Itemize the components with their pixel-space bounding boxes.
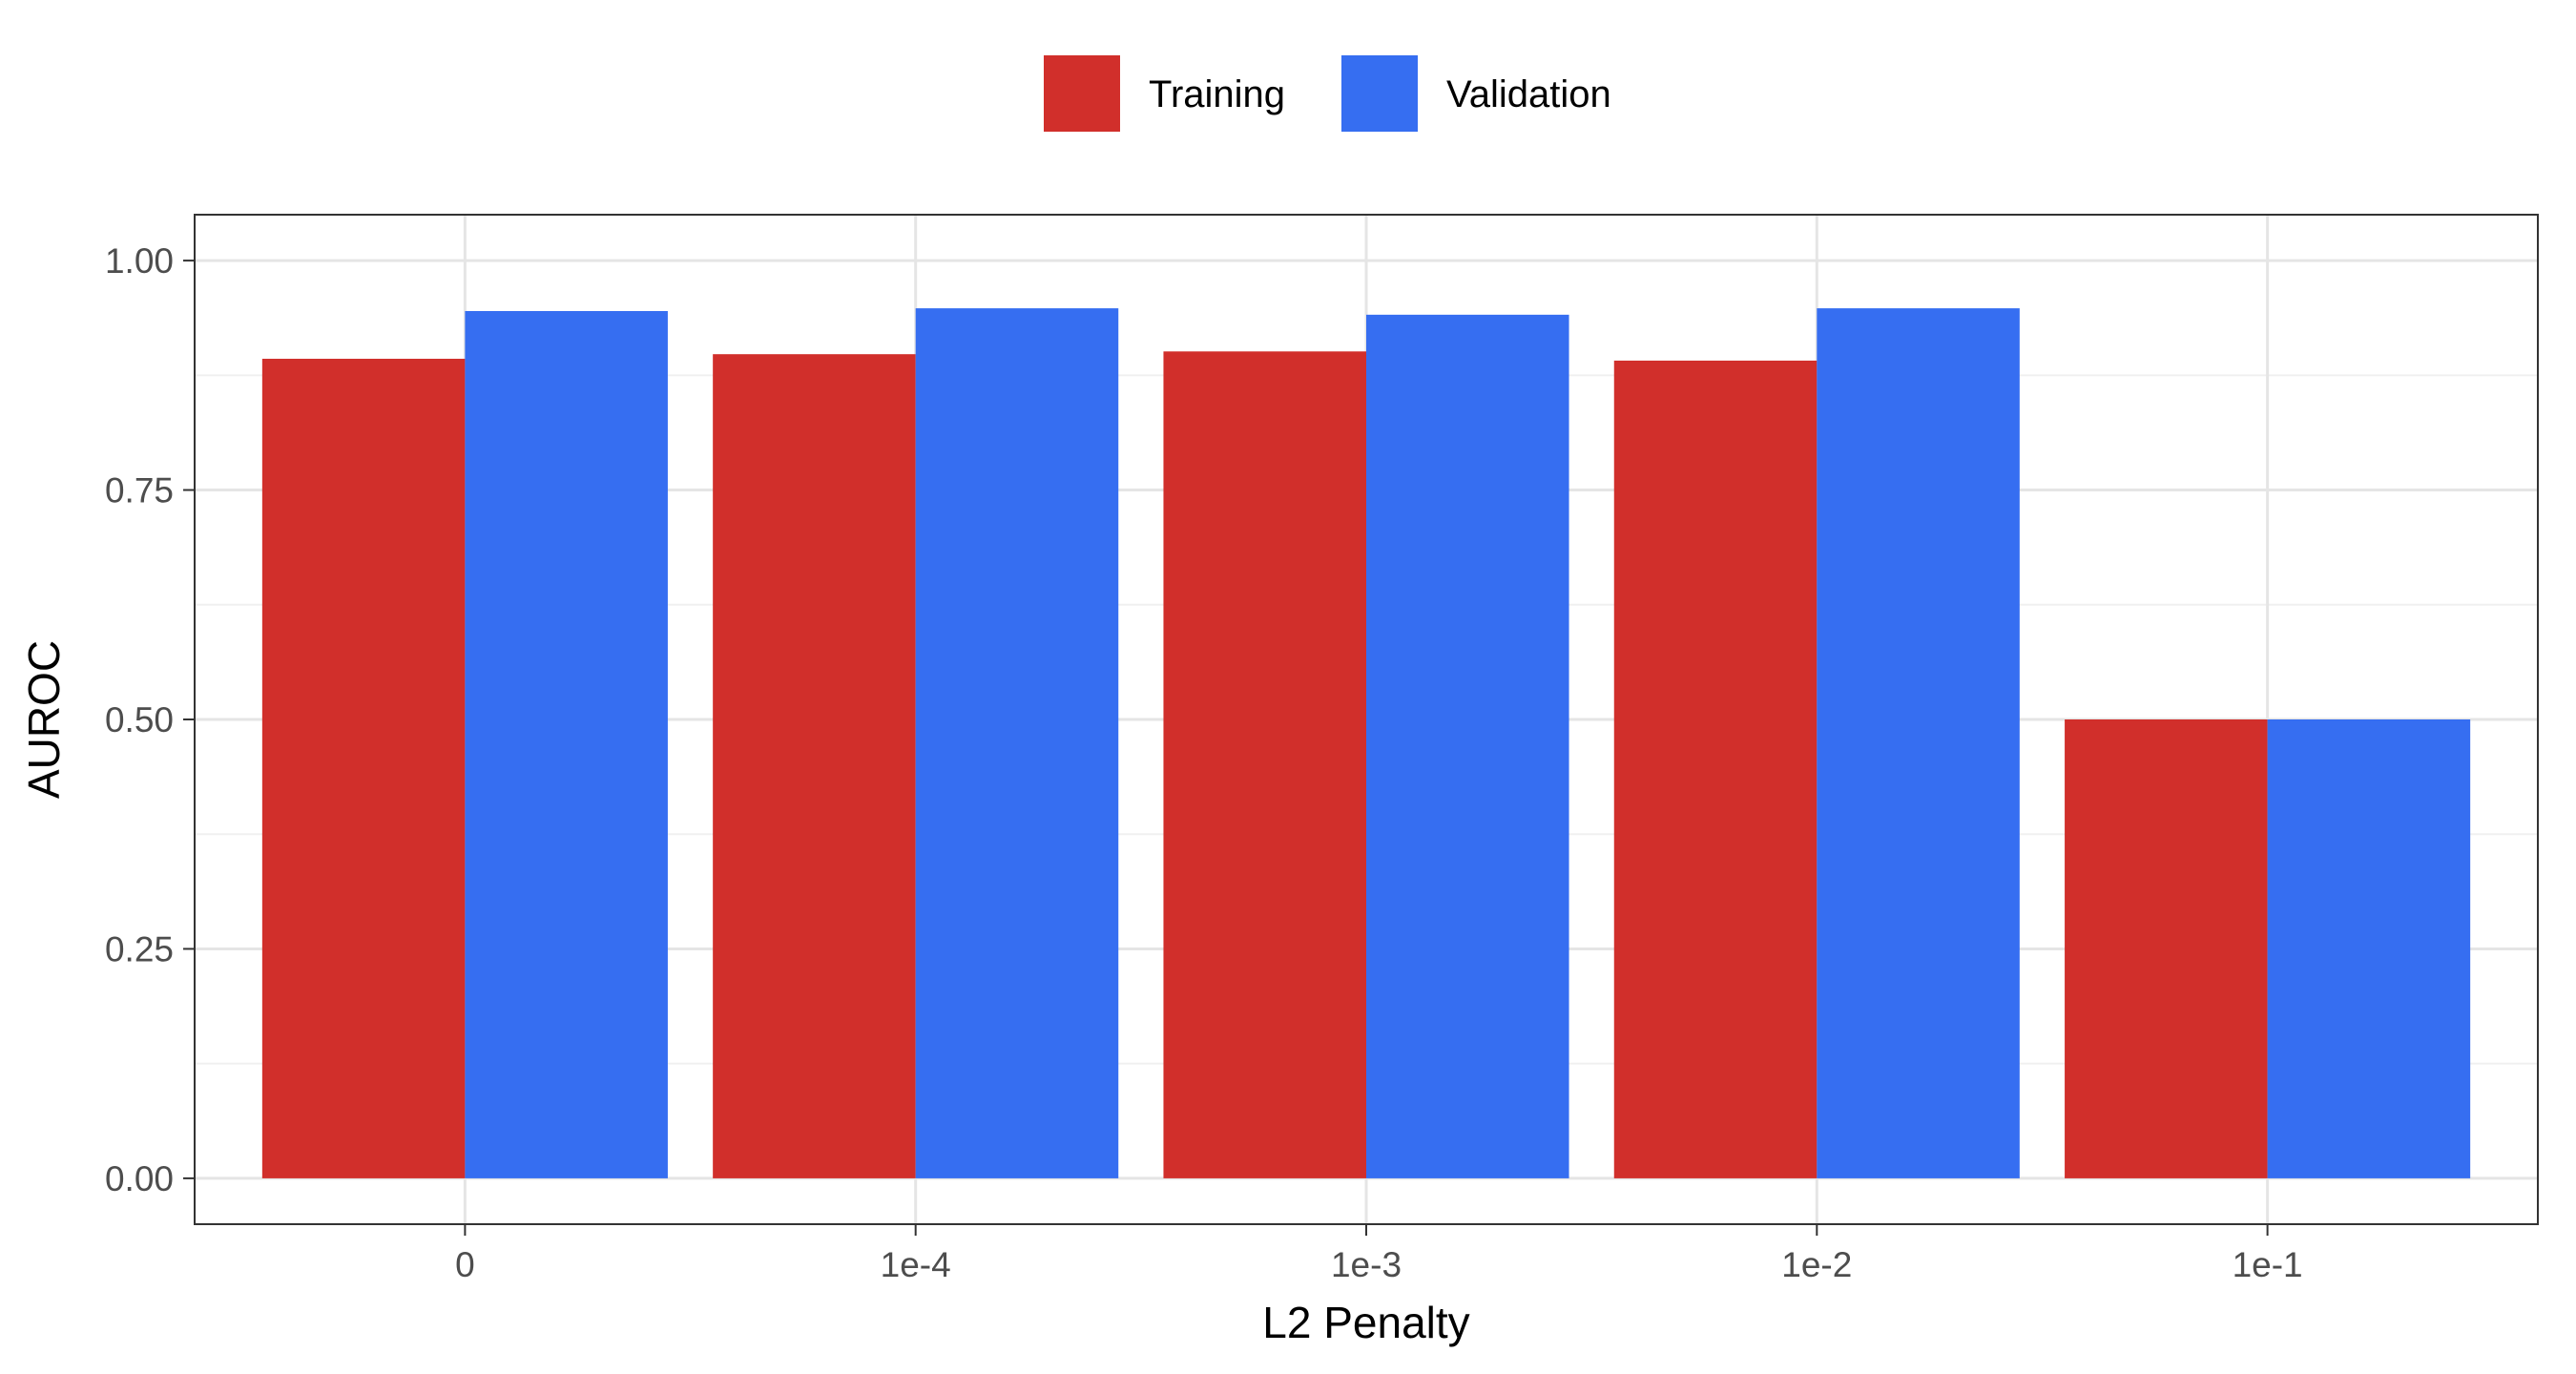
y-tick-label: 0.00 bbox=[105, 1159, 174, 1198]
x-tick-label: 1e-3 bbox=[1331, 1245, 1402, 1284]
legend-label-training: Training bbox=[1149, 73, 1285, 115]
y-tick-label: 1.00 bbox=[105, 241, 174, 281]
x-tick-label: 0 bbox=[455, 1245, 475, 1284]
y-tick-label: 0.25 bbox=[105, 929, 174, 968]
legend: Training Validation bbox=[1044, 55, 1611, 132]
x-axis: 0 1e-4 1e-3 1e-2 1e-1 bbox=[455, 1224, 2303, 1284]
x-tick-label: 1e-1 bbox=[2233, 1245, 2303, 1284]
bar-validation-0 bbox=[465, 310, 668, 1178]
bar-training-1e-1 bbox=[2065, 719, 2268, 1178]
y-tick-label: 0.50 bbox=[105, 700, 174, 739]
x-tick-label: 1e-2 bbox=[1781, 1245, 1852, 1284]
x-tick-label: 1e-4 bbox=[881, 1245, 951, 1284]
legend-key-validation bbox=[1341, 55, 1418, 132]
bar-validation-1e-2 bbox=[1817, 308, 2020, 1178]
bar-training-0 bbox=[261, 359, 466, 1178]
legend-label-validation: Validation bbox=[1446, 73, 1611, 115]
bar-validation-1e-3 bbox=[1366, 314, 1569, 1178]
y-axis: 0.00 0.25 0.50 0.75 1.00 bbox=[105, 241, 195, 1198]
bar-validation-1e-4 bbox=[915, 308, 1119, 1178]
bar-training-1e-2 bbox=[1613, 360, 1818, 1178]
bar-validation-1e-1 bbox=[2267, 719, 2471, 1178]
bar-training-1e-4 bbox=[713, 354, 916, 1178]
bars bbox=[261, 308, 2471, 1178]
x-axis-title: L2 Penalty bbox=[1262, 1298, 1469, 1347]
bar-training-1e-3 bbox=[1163, 351, 1366, 1178]
y-axis-title: AUROC bbox=[19, 640, 69, 799]
legend-key-training bbox=[1044, 55, 1120, 132]
y-tick-label: 0.75 bbox=[105, 471, 174, 510]
